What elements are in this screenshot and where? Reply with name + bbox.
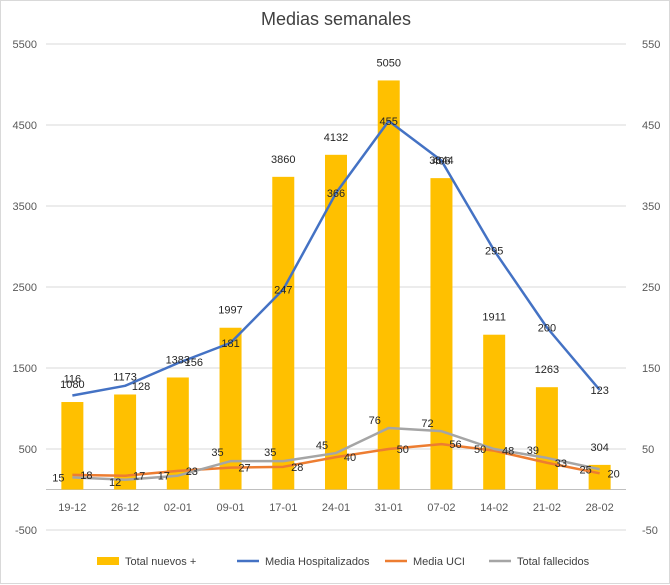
x-tick-label: 19-12 [58,502,86,514]
x-tick-label: 02-01 [164,502,192,514]
bar [219,327,242,490]
legend-label: Media Hospitalizados [265,556,370,568]
x-tick-label: 31-01 [375,502,403,514]
bar [61,402,84,490]
hosp-data-label: 406 [432,156,450,168]
bar-data-label: 5050 [376,57,400,69]
y-left-tick-label: 2500 [13,282,37,294]
uci-data-label: 17 [133,471,145,483]
legend-label: Total nuevos + [125,556,196,568]
hosp-data-label: 181 [221,338,239,350]
uci-data-label: 33 [555,458,567,470]
hosp-data-label: 156 [185,357,203,369]
hosp-data-label: 200 [538,323,556,335]
bar-data-label: 1997 [218,305,242,317]
fallecidos-data-label: 17 [158,471,170,483]
fallecidos-data-label: 72 [421,418,433,430]
hosp-data-label: 455 [380,116,398,128]
x-tick-label: 09-01 [216,502,244,514]
uci-data-label: 50 [397,444,409,456]
bar-data-label: 1383 [166,354,190,366]
fallecidos-data-label: 25 [580,464,592,476]
bar-data-label: 4132 [324,132,348,144]
bar-data-label: 304 [590,442,608,454]
x-tick-label: 24-01 [322,502,350,514]
y-right-tick-label: 150 [642,363,660,375]
y-left-tick-label: 500 [19,444,37,456]
series-line-2 [72,426,600,482]
x-tick-label: 26-12 [111,502,139,514]
fallecidos-data-label: 45 [316,440,328,452]
legend-label: Total fallecidos [517,556,590,568]
x-tick-label: 28-02 [586,502,614,514]
uci-data-label: 56 [449,439,461,451]
y-left-tick-label: 3500 [13,201,37,213]
x-tick-label: 17-01 [269,502,297,514]
bar-data-label: 1263 [535,364,559,376]
hosp-data-label: 247 [274,284,292,296]
y-right-tick-label: -50 [642,525,658,537]
legend-label: Media UCI [413,556,465,568]
bar-data-label: 1911 [482,312,506,324]
y-left-tick-label: 4500 [13,120,37,132]
bar-data-label: 3860 [271,154,295,166]
y-left-tick-label: 1500 [13,363,37,375]
hosp-data-label: 128 [132,381,150,393]
x-tick-label: 14-02 [480,502,508,514]
uci-data-label: 20 [608,468,620,480]
fallecidos-data-label: 35 [264,447,276,459]
bar [535,387,558,490]
bar [377,80,400,490]
fallecidos-data-label: 76 [369,415,381,427]
bar-data-label: 3844 [429,155,453,167]
y-left-tick-label: 5500 [13,39,37,51]
hosp-data-label: 366 [327,188,345,200]
uci-data-label: 23 [186,466,198,478]
chart-title: Medias semanales [260,9,412,29]
x-tick-label: 21-02 [533,502,561,514]
series-line-1 [72,442,600,477]
fallecidos-data-label: 15 [52,472,64,484]
y-right-tick-label: 250 [642,282,660,294]
bar [483,334,506,490]
uci-data-label: 40 [344,452,356,464]
fallecidos-data-label: 12 [109,477,121,489]
fallecidos-data-label: 50 [474,444,486,456]
uci-data-label: 27 [238,463,250,475]
uci-data-label: 28 [291,462,303,474]
bar [325,154,347,490]
bar-data-label: 1080 [60,379,84,391]
x-tick-label: 07-02 [427,502,455,514]
bar [114,394,137,490]
bar [166,377,189,490]
bar-data-label: 1173 [113,371,137,383]
hosp-data-label: 116 [64,374,82,386]
uci-data-label: 48 [502,446,514,458]
bar [430,178,453,490]
y-right-tick-label: 450 [642,120,660,132]
legend-swatch [97,557,119,565]
y-left-tick-label: -500 [15,525,37,537]
series-line-0 [72,119,601,397]
fallecidos-data-label: 35 [211,447,223,459]
hosp-data-label: 295 [485,246,503,258]
uci-data-label: 18 [80,470,92,482]
hosp-data-label: 123 [590,385,608,397]
y-right-tick-label: 550 [642,39,660,51]
bar [272,176,295,490]
fallecidos-data-label: 39 [527,445,539,457]
y-right-tick-label: 50 [642,444,654,456]
y-right-tick-label: 350 [642,201,660,213]
